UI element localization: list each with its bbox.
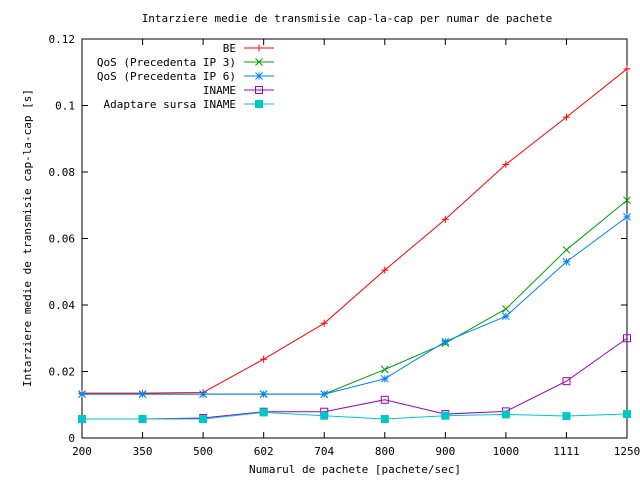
data-point	[441, 411, 450, 420]
data-point	[259, 408, 268, 417]
x-axis-label: Numarul de pachete [pachete/sec]	[249, 463, 461, 476]
legend-entry: INAME	[203, 84, 274, 97]
data-point	[380, 415, 389, 424]
legend-label: INAME	[203, 84, 236, 97]
legend-marker	[255, 44, 263, 52]
series-0	[78, 65, 631, 397]
y-tick-label: 0.12	[49, 33, 76, 46]
data-point	[138, 390, 147, 398]
data-point	[78, 415, 86, 424]
data-point	[623, 65, 631, 73]
data-point	[623, 334, 631, 343]
legend-marker	[255, 58, 263, 66]
data-point	[259, 390, 268, 398]
data-point	[562, 377, 571, 386]
data-point	[138, 415, 147, 424]
x-tick-label: 1250	[614, 445, 640, 458]
x-tick-label: 800	[375, 445, 395, 458]
legend-label: BE	[223, 42, 236, 55]
data-point	[78, 390, 86, 398]
data-point	[502, 312, 510, 321]
legend-entry: QoS (Precedenta IP 3)	[97, 56, 274, 69]
x-tick-label: 200	[72, 445, 92, 458]
chart-title: Intarziere medie de transmisie cap-la-ca…	[142, 12, 553, 25]
series-3	[78, 334, 631, 424]
legend-marker	[255, 86, 263, 94]
data-point	[199, 390, 207, 398]
data-point	[380, 365, 389, 374]
legend-label: QoS (Precedenta IP 6)	[97, 70, 236, 83]
data-point	[502, 160, 510, 168]
data-point	[562, 245, 571, 254]
series-line	[82, 411, 628, 420]
legend-label: QoS (Precedenta IP 3)	[97, 56, 236, 69]
data-point	[562, 412, 571, 421]
y-tick-label: 0.04	[49, 299, 76, 312]
y-tick-label: 0.1	[55, 100, 75, 113]
data-point	[380, 374, 389, 383]
legend-label: Adaptare sursa INAME	[104, 98, 236, 111]
legend-marker	[255, 100, 263, 108]
series-line	[82, 68, 628, 394]
data-point	[320, 390, 329, 398]
data-point	[623, 196, 631, 205]
series-line	[82, 216, 628, 395]
data-point	[381, 266, 389, 274]
data-point	[623, 410, 631, 419]
y-axis: 0 0.02 0.04 0.06 0.08 0.1 0.12	[49, 33, 627, 445]
x-tick-label: 500	[193, 445, 213, 458]
series-line	[82, 337, 628, 420]
legend-entry: QoS (Precedenta IP 6)	[97, 70, 274, 83]
x-tick-label: 704	[314, 445, 334, 458]
series-2	[78, 213, 631, 398]
data-point	[320, 319, 328, 327]
legend-entry: BE	[223, 42, 274, 55]
x-tick-label: 1111	[553, 445, 580, 458]
data-point	[562, 113, 570, 121]
series-4	[78, 408, 631, 424]
data-point	[380, 395, 389, 404]
data-point	[260, 355, 268, 363]
x-axis: 200 350 500 602 704 800 900 1000 1111 1250	[72, 39, 640, 458]
y-tick-label: 0	[68, 432, 75, 445]
data-point	[199, 415, 208, 424]
data-point	[441, 337, 450, 346]
y-tick-label: 0.06	[49, 233, 76, 246]
data-point	[320, 411, 329, 420]
y-tick-label: 0.02	[49, 366, 76, 379]
data-point	[441, 215, 449, 223]
data-point	[623, 213, 631, 221]
data-point	[502, 305, 510, 313]
x-tick-label: 602	[254, 445, 274, 458]
legend-marker	[255, 72, 263, 80]
series-layer	[78, 65, 631, 424]
x-tick-label: 350	[133, 445, 153, 458]
data-point	[562, 257, 571, 266]
x-tick-label: 1000	[493, 445, 520, 458]
y-axis-label: Intarziere medie de transmisie cap-la-ca…	[21, 89, 34, 387]
data-point	[501, 410, 510, 419]
y-tick-label: 0.08	[49, 166, 76, 179]
legend-entry: Adaptare sursa INAME	[104, 98, 274, 111]
x-tick-label: 900	[435, 445, 455, 458]
